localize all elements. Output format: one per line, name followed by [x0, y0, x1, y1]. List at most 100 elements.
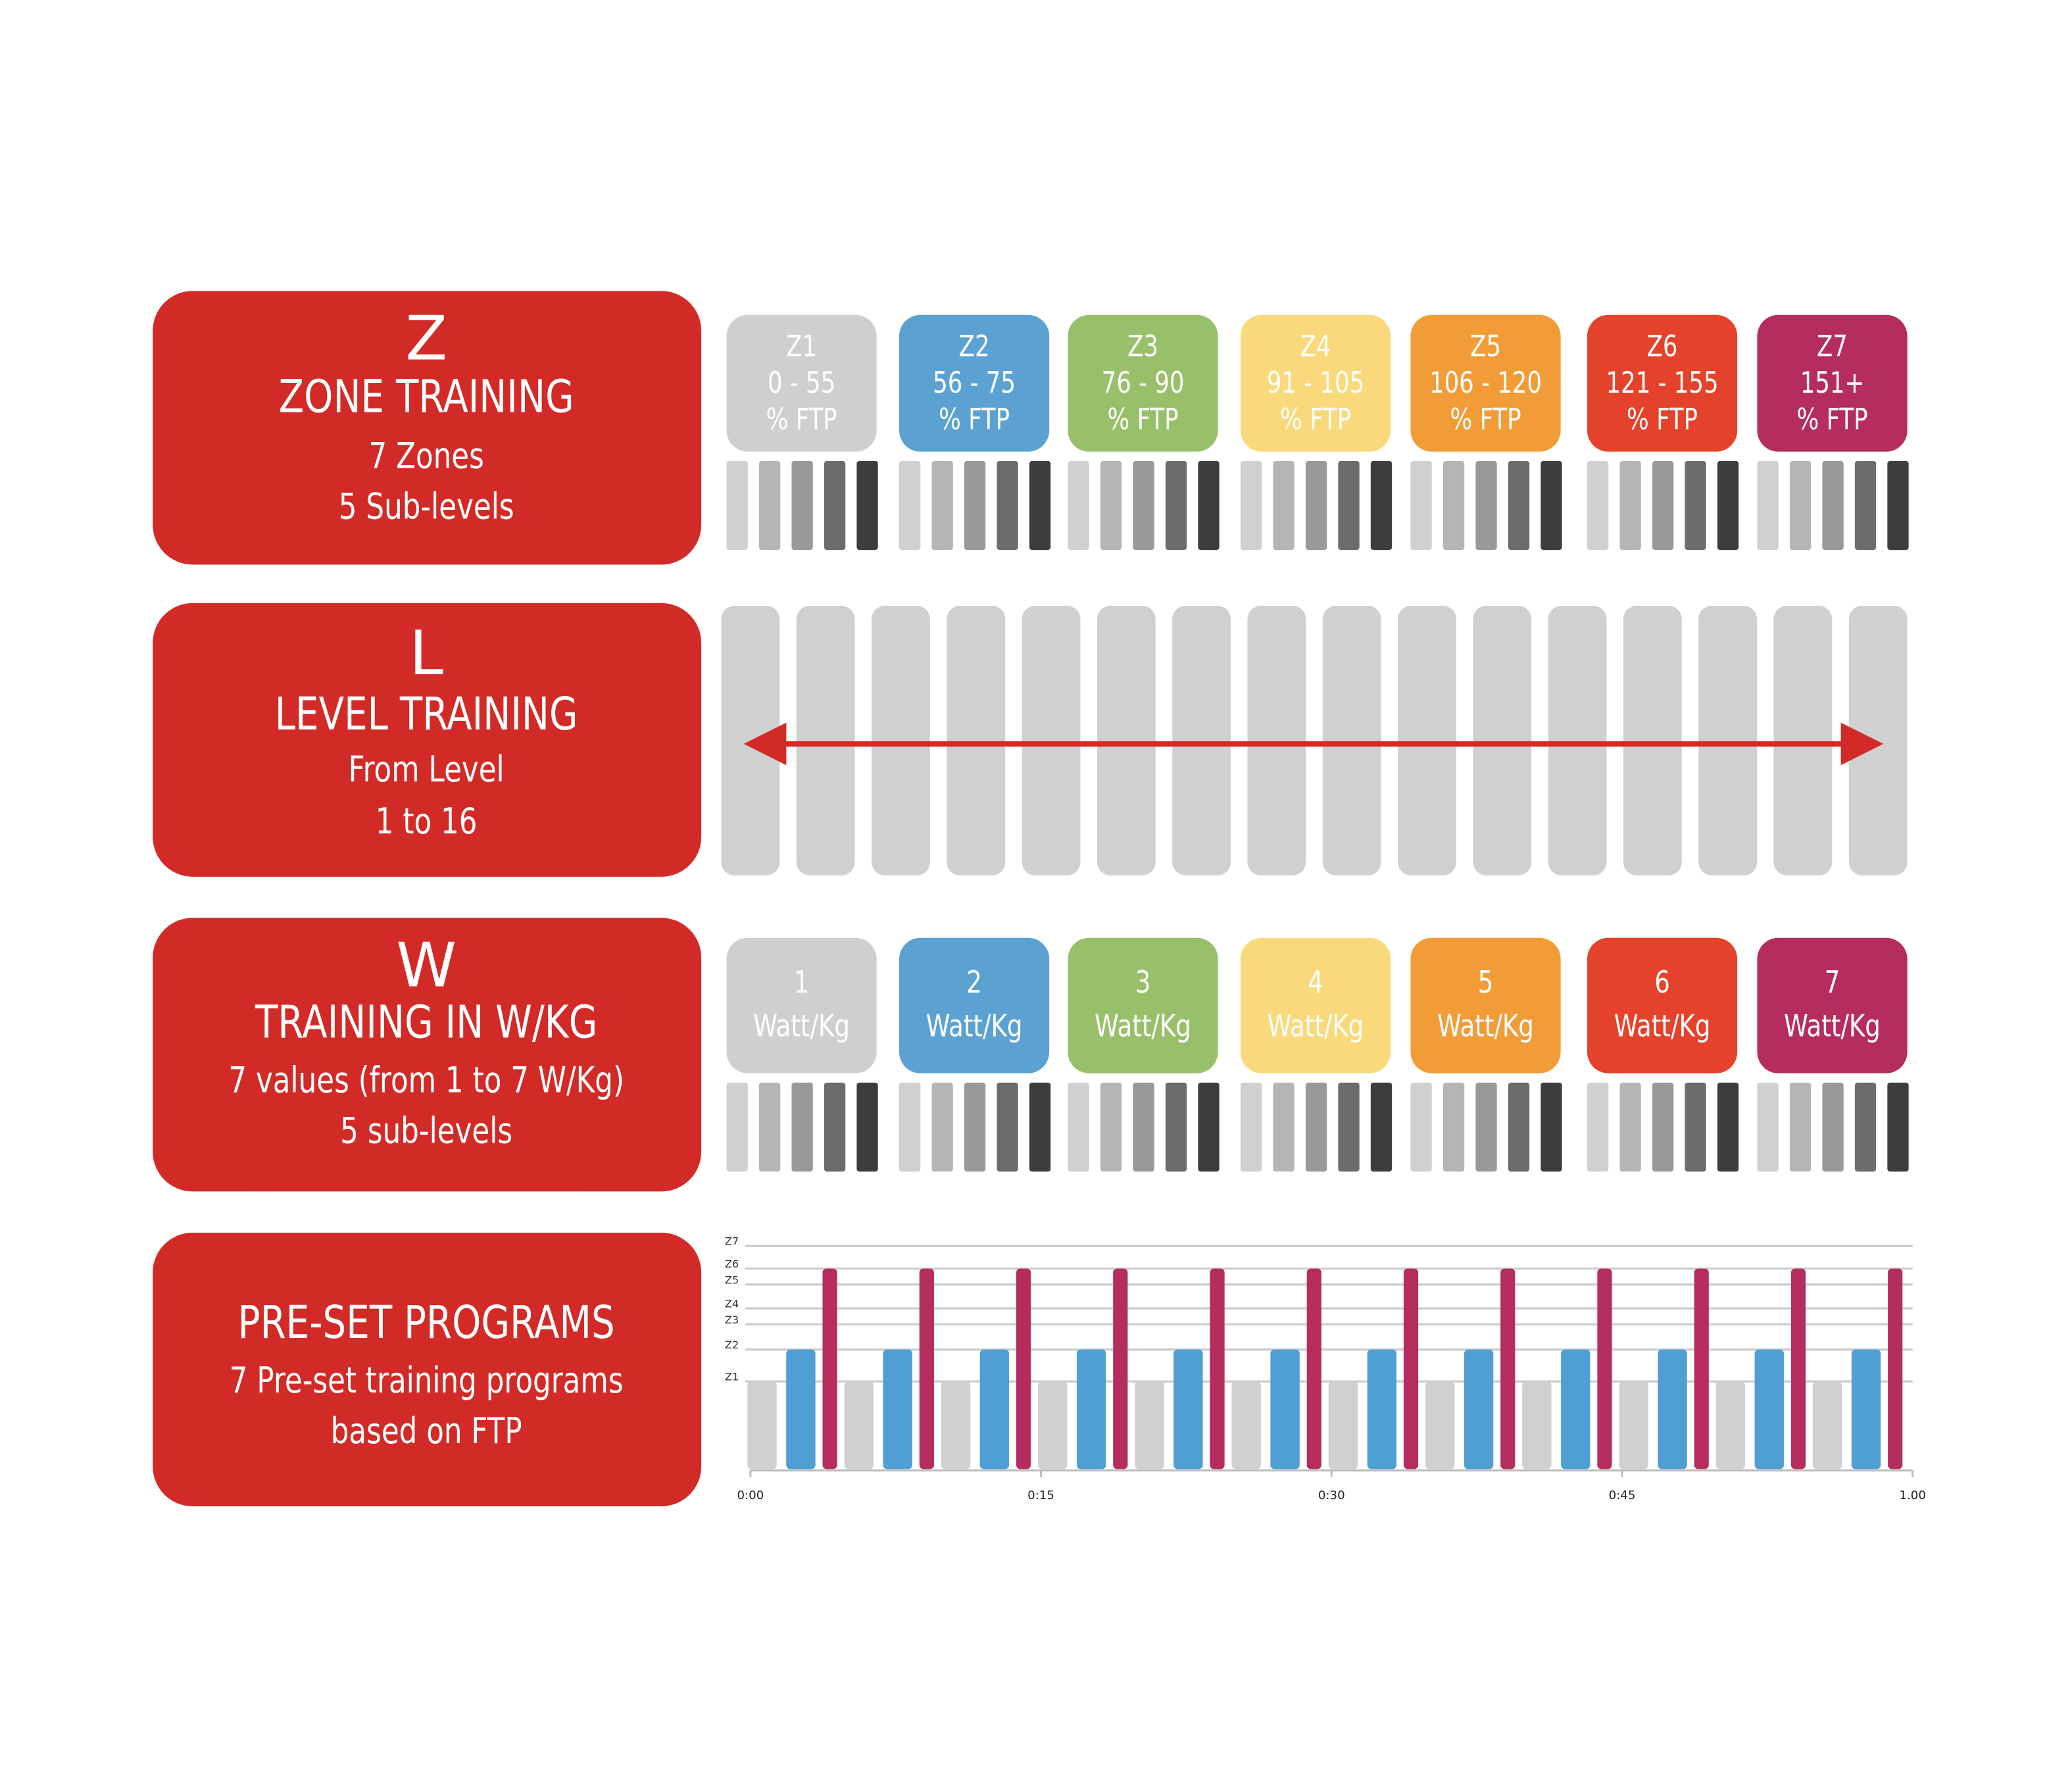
sub-level-bar: [1198, 460, 1220, 551]
wkg-unit: Watt/Kg: [1095, 1008, 1191, 1044]
program-bar: [979, 1349, 1010, 1469]
program-bar: [1425, 1381, 1455, 1469]
zone-text: 121 - 155: [1606, 366, 1719, 400]
level-bar: [1698, 605, 1758, 876]
zone-text: Z2: [959, 330, 990, 364]
zone-text: Z3: [1127, 330, 1158, 364]
level-bar: [1548, 605, 1607, 876]
sub-level-bar: [1541, 1082, 1562, 1172]
sub-level-bar: [1305, 460, 1327, 551]
sub-level-bar: [1305, 1082, 1327, 1172]
y-tick-label: Z6: [725, 1258, 739, 1270]
program-bar: [1790, 1268, 1806, 1469]
sub-level-bar: [1029, 1082, 1051, 1172]
program-bar: [1231, 1381, 1261, 1469]
wkg-unit: Watt/Kg: [926, 1008, 1023, 1044]
level-bar: [872, 605, 930, 876]
sub-level-bar: [1508, 460, 1530, 551]
wkg-value: 7: [1825, 964, 1840, 1000]
section-line: 5 sub-levels: [340, 1110, 512, 1152]
y-tick-label: Z7: [725, 1235, 739, 1248]
sub-level-bar: [1370, 460, 1393, 551]
wkg-value: 4: [1308, 964, 1323, 1000]
program-bar: [786, 1349, 816, 1469]
sub-level-bar: [1822, 1082, 1844, 1172]
zone-text: 56 - 75: [933, 366, 1016, 400]
section-line: 7 values (from 1 to 7 W/Kg): [228, 1059, 624, 1101]
sub-level-bar: [1652, 460, 1674, 551]
program-bar: [1306, 1268, 1321, 1469]
level-bar: [1247, 605, 1306, 876]
zone-text: Z7: [1817, 330, 1848, 364]
level-arrow-head: [743, 722, 787, 766]
y-tick-label: Z1: [725, 1371, 739, 1383]
level-bar: [1848, 605, 1908, 876]
section-line: 5 Sub-levels: [339, 485, 514, 528]
sub-level-bar: [1587, 1082, 1609, 1172]
zone-tile: [899, 314, 1050, 452]
program-bar: [1135, 1381, 1164, 1469]
sub-level-bar: [1587, 460, 1609, 551]
section-letter: Z: [405, 303, 447, 374]
sub-level-bar: [1029, 460, 1051, 551]
program-bar: [747, 1381, 777, 1469]
x-tick-label: 0:15: [1027, 1489, 1054, 1502]
program-bar: [844, 1381, 874, 1469]
zone-text: % FTP: [1797, 403, 1868, 437]
sub-level-bar: [1133, 460, 1154, 551]
level-bar: [1623, 605, 1682, 876]
zone-text: Z4: [1300, 330, 1331, 364]
zone-text: % FTP: [766, 403, 837, 437]
sub-level-bar: [726, 460, 748, 551]
sub-level-bar: [964, 1082, 986, 1172]
sub-level-bar: [1541, 460, 1562, 551]
wkg-tile: [899, 937, 1050, 1073]
section-title: LEVEL TRAINING: [275, 688, 578, 741]
level-bar: [796, 605, 855, 876]
section-line: From Level: [349, 748, 505, 790]
program-bar: [919, 1268, 934, 1469]
sub-level-bar: [1443, 1082, 1465, 1172]
zone-text: Z1: [786, 330, 817, 364]
section-box: [153, 291, 702, 565]
sub-level-bar: [1508, 1082, 1530, 1172]
sub-level-bar: [1273, 460, 1295, 551]
program-bar: [1076, 1349, 1106, 1469]
section-line: 1 to 16: [376, 800, 478, 842]
sub-level-bar: [1273, 1082, 1295, 1172]
zone-text: Z6: [1647, 330, 1678, 364]
level-bar: [947, 605, 1006, 876]
program-bar: [1812, 1381, 1842, 1469]
program-bar: [1851, 1349, 1881, 1469]
y-tick-label: Z5: [725, 1273, 739, 1286]
wkg-value: 2: [966, 964, 982, 1000]
sub-level-bar: [791, 1082, 813, 1172]
sub-level-bar: [1240, 460, 1262, 551]
sub-level-bar: [1685, 1082, 1706, 1172]
sub-level-bar: [824, 1082, 846, 1172]
sub-level-bar: [1133, 1082, 1154, 1172]
zone-tile: [1068, 314, 1218, 452]
sub-level-bar: [899, 460, 921, 551]
sub-level-bar: [791, 460, 813, 551]
sub-level-bar: [824, 460, 846, 551]
sub-level-bar: [1887, 1082, 1909, 1172]
sub-level-bar: [1165, 1082, 1187, 1172]
x-tick-label: 0:30: [1318, 1489, 1345, 1502]
wkg-unit: Watt/Kg: [753, 1008, 850, 1044]
sub-level-bar: [1443, 460, 1465, 551]
wkg-tile: [1240, 937, 1391, 1073]
wkg-value: 3: [1135, 964, 1151, 1000]
section-letter: W: [396, 930, 456, 1001]
zone-text: 76 - 90: [1102, 366, 1185, 400]
zone-text: 151+: [1800, 366, 1865, 400]
y-tick-label: Z4: [725, 1298, 739, 1310]
section-letter: L: [409, 618, 443, 689]
wkg-unit: Watt/Kg: [1614, 1008, 1711, 1044]
sub-level-bar: [856, 1082, 878, 1172]
zone-text: % FTP: [1280, 403, 1351, 437]
program-bar: [1173, 1349, 1203, 1469]
program-bar: [1561, 1349, 1591, 1469]
level-bar: [1097, 605, 1156, 876]
